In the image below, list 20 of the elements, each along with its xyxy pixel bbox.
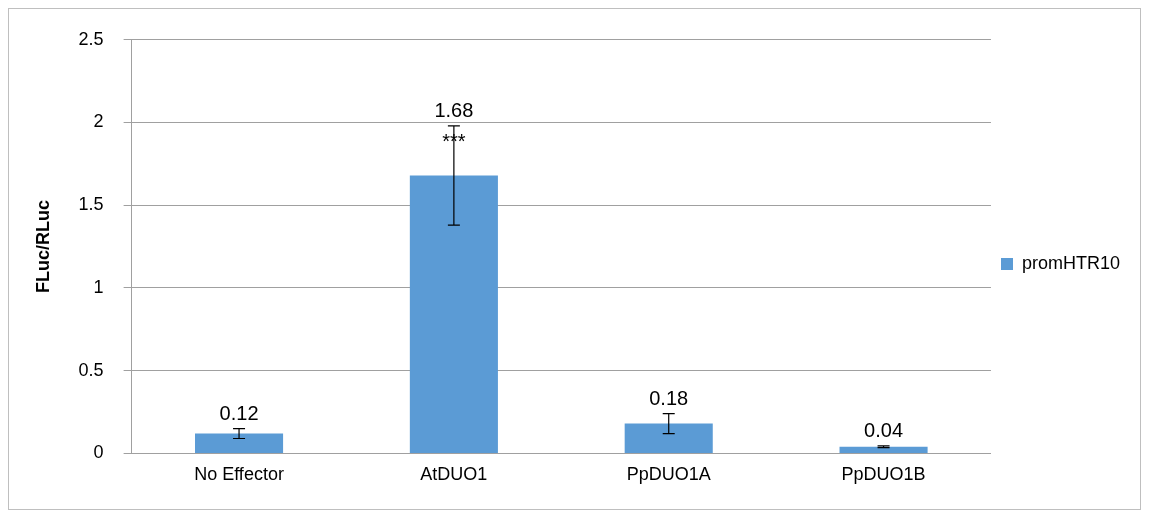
data-label: 0.04 (864, 419, 904, 442)
y-tick-label: 2.5 (78, 28, 104, 49)
bar (839, 446, 928, 453)
x-tick-label: PpDUO1B (841, 464, 926, 485)
y-axis-title: FLuc/RLuc (32, 200, 53, 294)
legend-label: promHTR10 (1021, 252, 1121, 273)
y-tick-label: 0.5 (78, 359, 104, 380)
bar (624, 423, 713, 453)
bar (409, 175, 498, 453)
data-label: 0.12 (219, 402, 259, 425)
data-label: 1.68 (434, 99, 474, 122)
data-label: 0.18 (649, 387, 689, 410)
y-tick-label: 1 (93, 276, 104, 297)
x-tick-label: AtDUO1 (420, 464, 488, 485)
y-tick-label: 0 (93, 442, 104, 463)
bar (195, 433, 284, 453)
y-tick-label: 2 (93, 111, 104, 132)
x-tick-label: No Effector (194, 464, 284, 485)
y-tick-label: 1.5 (78, 194, 104, 215)
x-tick-label: PpDUO1A (626, 464, 711, 485)
